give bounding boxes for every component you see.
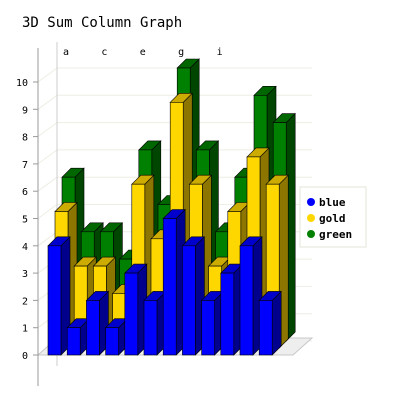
bar-blue <box>181 236 206 356</box>
bar-front <box>201 300 215 356</box>
legend-marker-blue <box>307 198 315 206</box>
legend-label-gold: gold <box>319 212 346 225</box>
legend-item-green: green <box>307 228 352 241</box>
bar-front <box>105 327 119 356</box>
bar-front <box>239 245 254 356</box>
category-label: c <box>101 47 107 58</box>
y-tick-label: 2 <box>22 296 28 307</box>
bar-blue <box>85 290 110 356</box>
bar-blue <box>66 317 90 356</box>
bar-front <box>86 300 100 356</box>
bars <box>47 58 296 356</box>
legend-marker-green <box>307 230 315 238</box>
y-tick-label: 10 <box>16 78 28 89</box>
y-tick-label: 8 <box>22 133 28 144</box>
bar-front <box>182 245 196 356</box>
bar-blue <box>239 236 263 356</box>
y-tick-label: 9 <box>22 105 28 116</box>
grid-diagonal <box>37 176 58 192</box>
grid-diagonal <box>37 94 58 110</box>
bar-front <box>220 272 235 356</box>
legend-label-blue: blue <box>319 196 346 209</box>
y-tick-label: 1 <box>22 324 28 335</box>
bar-front <box>124 272 139 356</box>
category-label: e <box>140 47 146 58</box>
y-tick-label: 5 <box>22 215 28 226</box>
grid-diagonal <box>37 149 58 165</box>
legend-marker-gold <box>307 214 315 222</box>
y-tick-labels: 0 1 2 3 4 5 6 7 8 9 10 <box>16 78 38 362</box>
category-label: a <box>63 47 69 58</box>
bar-front <box>143 300 158 356</box>
grid-diagonal <box>37 204 58 219</box>
y-tick-label: 0 <box>22 351 28 362</box>
grid-diagonal <box>37 231 58 247</box>
chart-title: 3D Sum Column Graph <box>22 15 182 31</box>
legend-item-gold: gold <box>307 212 346 225</box>
bar-blue <box>258 290 282 356</box>
bar-front <box>258 300 273 356</box>
bar-blue <box>162 208 186 356</box>
bar-blue <box>47 236 71 356</box>
bar-blue <box>124 263 148 356</box>
legend-label-green: green <box>319 228 352 241</box>
y-tick-label: 3 <box>22 269 28 280</box>
grid-diagonal <box>37 122 58 138</box>
bar-front <box>162 218 177 356</box>
bar-blue <box>143 290 167 356</box>
bar-blue <box>220 263 244 356</box>
bar-blue <box>104 317 129 356</box>
bar-front <box>47 245 62 356</box>
legend-item-blue: blue <box>307 196 346 209</box>
bar-front <box>66 327 81 356</box>
legend: blue gold green <box>299 186 367 248</box>
bar-side <box>271 290 282 356</box>
category-label: i <box>217 47 223 58</box>
category-label: g <box>178 47 184 58</box>
y-tick-label: 4 <box>22 242 28 253</box>
y-tick-label: 6 <box>22 187 28 198</box>
y-tick-label: 7 <box>22 160 28 171</box>
grid-diagonal <box>37 67 58 83</box>
bar-blue <box>200 290 225 356</box>
